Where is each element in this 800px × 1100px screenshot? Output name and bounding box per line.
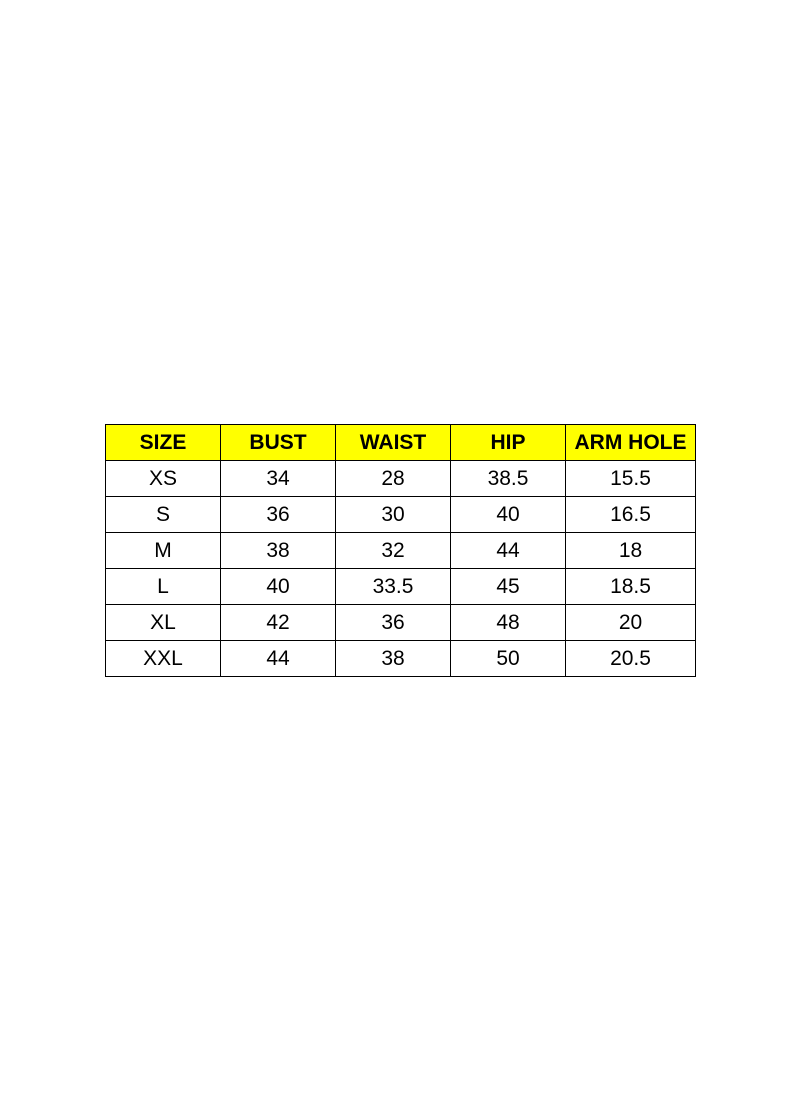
measure-cell: 38 xyxy=(220,532,336,569)
header-cell: WAIST xyxy=(335,424,451,461)
measure-cell: 36 xyxy=(335,604,451,641)
measure-cell: 40 xyxy=(450,496,566,533)
measure-cell: 40 xyxy=(220,568,336,605)
measure-cell: 42 xyxy=(220,604,336,641)
measure-cell: 34 xyxy=(220,460,336,497)
measure-cell: 45 xyxy=(450,568,566,605)
table-row: L 40 33.5 45 18.5 xyxy=(105,568,696,605)
header-cell: SIZE xyxy=(105,424,221,461)
measure-cell: 36 xyxy=(220,496,336,533)
table-row: XL 42 36 48 20 xyxy=(105,604,696,641)
size-cell: L xyxy=(105,568,221,605)
table-row: XS 34 28 38.5 15.5 xyxy=(105,460,696,497)
measure-cell: 44 xyxy=(220,640,336,677)
measure-cell: 48 xyxy=(450,604,566,641)
header-cell: ARM HOLE xyxy=(565,424,696,461)
measure-cell: 32 xyxy=(335,532,451,569)
measure-cell: 20.5 xyxy=(565,640,696,677)
size-cell: S xyxy=(105,496,221,533)
measure-cell: 30 xyxy=(335,496,451,533)
measure-cell: 44 xyxy=(450,532,566,569)
measure-cell: 50 xyxy=(450,640,566,677)
measure-cell: 18.5 xyxy=(565,568,696,605)
header-cell: HIP xyxy=(450,424,566,461)
size-chart: SIZE BUST WAIST HIP ARM HOLE XS 34 28 38.5 15.5 S… xyxy=(105,424,696,677)
measure-cell: 33.5 xyxy=(335,568,451,605)
header-cell: BUST xyxy=(220,424,336,461)
table-row: XXL 44 38 50 20.5 xyxy=(105,640,696,677)
size-cell: XS xyxy=(105,460,221,497)
size-cell: XXL xyxy=(105,640,221,677)
measure-cell: 15.5 xyxy=(565,460,696,497)
table-row: S 36 30 40 16.5 xyxy=(105,496,696,533)
header-row: SIZE BUST WAIST HIP ARM HOLE xyxy=(105,424,696,461)
measure-cell: 38.5 xyxy=(450,460,566,497)
measure-cell: 16.5 xyxy=(565,496,696,533)
measure-cell: 38 xyxy=(335,640,451,677)
table-body: XS 34 28 38.5 15.5 S 36 30 40 16.5 M 38 32 44 18 L 40 33.… xyxy=(105,460,696,677)
measure-cell: 28 xyxy=(335,460,451,497)
table-row: M 38 32 44 18 xyxy=(105,532,696,569)
size-cell: M xyxy=(105,532,221,569)
size-cell: XL xyxy=(105,604,221,641)
measure-cell: 20 xyxy=(565,604,696,641)
measure-cell: 18 xyxy=(565,532,696,569)
